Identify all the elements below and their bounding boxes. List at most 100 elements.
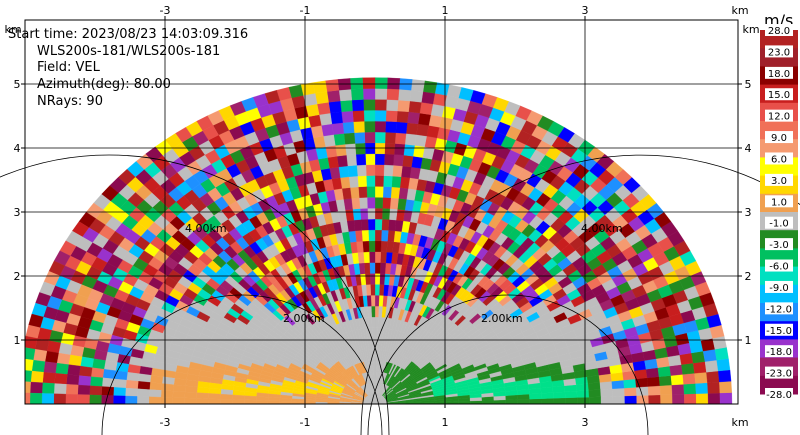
range-gate-cell bbox=[374, 251, 381, 263]
range-gate-cell bbox=[383, 164, 394, 177]
range-gate-cell bbox=[719, 392, 733, 404]
x-tick-label-bottom: -1 bbox=[300, 416, 311, 429]
range-gate-cell bbox=[374, 327, 379, 339]
range-ring bbox=[367, 294, 649, 435]
range-gate-cell bbox=[33, 349, 48, 362]
range-gate-cell bbox=[92, 358, 106, 370]
range-gate-cell bbox=[349, 77, 364, 90]
colorbar-label-bg bbox=[765, 345, 793, 358]
colorbar-label-bg bbox=[765, 173, 793, 186]
range-gate-cell bbox=[29, 381, 43, 394]
range-gate-cell bbox=[338, 165, 350, 178]
range-gate-cell bbox=[366, 197, 376, 209]
range-gate-cell bbox=[172, 390, 186, 399]
range-gate-cell bbox=[374, 120, 386, 133]
range-gate-cell bbox=[354, 142, 366, 155]
range-gate-cell bbox=[335, 144, 347, 157]
range-gate-cell bbox=[149, 382, 163, 391]
range-gate-cell bbox=[397, 198, 407, 211]
colorbar-label-bg bbox=[765, 24, 793, 36]
range-gate-cell bbox=[381, 208, 391, 220]
range-gate-cell bbox=[374, 273, 381, 285]
range-gate-cell bbox=[25, 392, 31, 404]
range-gate-cell bbox=[359, 197, 368, 209]
range-gate-cell bbox=[184, 397, 197, 404]
range-gate-cell bbox=[378, 295, 384, 307]
range-gate-cell bbox=[505, 399, 518, 404]
range-gate-cell bbox=[409, 166, 421, 180]
range-gate-cell bbox=[393, 154, 404, 167]
range-gate-cell bbox=[422, 80, 438, 94]
range-gate-cell bbox=[428, 114, 442, 128]
range-gate-cell bbox=[387, 230, 396, 242]
range-gate-cell bbox=[68, 354, 83, 367]
colorbar-label-bg bbox=[765, 302, 793, 315]
range-gate-cell bbox=[393, 143, 406, 156]
range-gate-cell bbox=[53, 383, 67, 395]
range-gate-cell bbox=[408, 100, 422, 114]
range-gate-cell bbox=[380, 251, 387, 264]
y-tick-label-left: 3 bbox=[14, 206, 21, 219]
range-gate-cell bbox=[657, 365, 672, 377]
colorbar-tick-label: -6.0 bbox=[769, 262, 789, 273]
range-gate-cell bbox=[394, 132, 407, 145]
range-gate-cell bbox=[113, 378, 127, 389]
range-gate-cell bbox=[41, 393, 55, 404]
range-gate-cell bbox=[681, 362, 695, 375]
colorbar-tick-label: -9.0 bbox=[769, 283, 789, 294]
colorbar-label-bg bbox=[765, 238, 793, 251]
colorbar-label-bg bbox=[765, 280, 793, 293]
range-gate-cell bbox=[368, 240, 376, 252]
colorbar-tick-label: 1.0 bbox=[771, 197, 787, 208]
y-tick-label-left: 5 bbox=[14, 78, 21, 91]
range-gate-cell bbox=[77, 394, 90, 404]
range-gate-cell bbox=[405, 122, 419, 135]
range-gate-cell bbox=[328, 100, 342, 114]
range-gate-cell bbox=[385, 251, 393, 264]
range-gate-cell bbox=[623, 378, 637, 389]
range-gate-cell bbox=[599, 381, 613, 390]
colorbar-swatches: 28.0 23.0 18.0 15.0 12.0 9.0 6.0 3.0 1.0 -1.0 -3.0… bbox=[760, 24, 798, 401]
colorbar-label-bg bbox=[765, 323, 793, 336]
colorbar-label-bg bbox=[765, 388, 793, 400]
range-ring-label: 2.00km bbox=[283, 312, 325, 325]
range-gate-cell bbox=[80, 356, 94, 368]
range-gate-cell bbox=[645, 367, 660, 378]
range-gate-cell bbox=[419, 102, 434, 115]
range-gate-cell bbox=[410, 79, 425, 92]
info-panel: Start time: 2023/08/23 14:03:09.316 WLS2… bbox=[8, 27, 248, 109]
range-gate-cell bbox=[54, 373, 68, 385]
range-gate-cell bbox=[46, 340, 61, 354]
range-gate-cell bbox=[357, 175, 367, 188]
range-gate-cell bbox=[670, 374, 684, 386]
range-gate-cell bbox=[659, 384, 673, 396]
range-gate-cell bbox=[362, 77, 376, 89]
range-ring bbox=[360, 154, 800, 435]
range-gate-cell bbox=[342, 121, 355, 134]
colorbar-tick-label: 18.0 bbox=[768, 69, 790, 80]
range-gate-cell bbox=[316, 102, 331, 115]
range-gate-cell bbox=[124, 395, 138, 404]
range-gate-cell bbox=[341, 110, 354, 123]
range-gate-cell bbox=[208, 387, 222, 395]
info-start-time: Start time: 2023/08/23 14:03:09.316 bbox=[8, 27, 248, 42]
range-gate-cell bbox=[333, 133, 346, 146]
range-gate-cell bbox=[65, 384, 79, 395]
range-gate-cell bbox=[660, 394, 673, 404]
range-ring-label: 2.00km bbox=[481, 312, 523, 325]
range-gate-cell bbox=[481, 400, 495, 404]
range-gate-cell bbox=[353, 219, 362, 232]
y-tick-label-right: 4 bbox=[745, 142, 752, 155]
colorbar-label-bg bbox=[765, 45, 793, 58]
range-gate-cell bbox=[374, 164, 385, 176]
y-tick-label-right: 2 bbox=[745, 270, 752, 283]
range-gate-cell bbox=[388, 219, 397, 232]
range-gate-cell bbox=[138, 373, 152, 383]
range-gate-cell bbox=[611, 379, 625, 389]
range-gate-cell bbox=[671, 384, 685, 395]
range-gate-cell bbox=[361, 229, 369, 242]
range-gate-cell bbox=[364, 120, 376, 133]
range-gate-cell bbox=[379, 273, 386, 285]
range-gate-cell bbox=[612, 387, 625, 397]
colorbar-tick-label: -15.0 bbox=[766, 326, 792, 337]
